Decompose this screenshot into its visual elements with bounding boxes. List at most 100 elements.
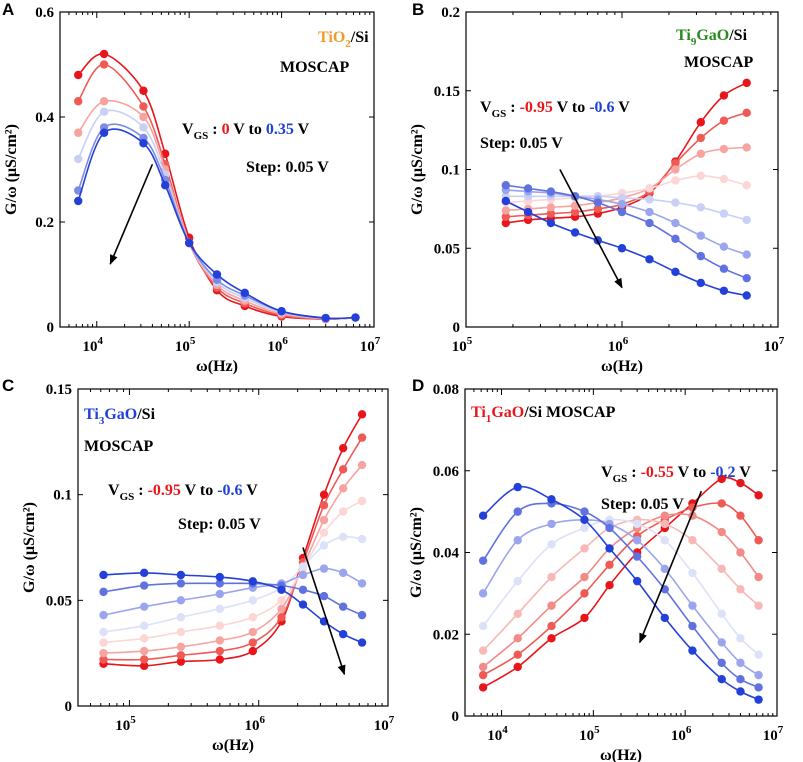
data-point xyxy=(593,204,603,214)
data-point xyxy=(671,218,680,228)
series-line xyxy=(103,414,363,667)
x-tick-label: 107 xyxy=(360,335,381,355)
data-point xyxy=(754,695,763,704)
data-point xyxy=(660,519,670,529)
data-point xyxy=(248,613,258,622)
data-point xyxy=(248,646,258,656)
step-label: Step: 0.05 V xyxy=(178,516,261,533)
data-point xyxy=(215,604,225,613)
data-point xyxy=(719,209,729,218)
data-point xyxy=(719,242,729,251)
y-tick-label: 0.4 xyxy=(35,110,54,126)
series--0.5V xyxy=(478,499,763,680)
data-point xyxy=(248,577,258,586)
series-line xyxy=(505,146,747,212)
series-line xyxy=(103,535,363,633)
data-point xyxy=(580,523,589,533)
data-point xyxy=(357,433,367,442)
y-tick-label: 0 xyxy=(47,320,55,336)
data-point xyxy=(617,199,627,209)
data-point xyxy=(321,313,330,323)
data-point xyxy=(338,507,348,516)
data-point xyxy=(736,675,745,684)
data-point xyxy=(99,587,108,597)
data-point xyxy=(523,184,533,193)
series-line xyxy=(103,572,363,644)
data-point xyxy=(688,646,697,655)
data-point xyxy=(547,601,556,610)
y-tick-label: 0 xyxy=(453,320,461,336)
data-point xyxy=(215,646,225,656)
y-tick-label: 0.15 xyxy=(46,382,72,398)
x-tick-label: 107 xyxy=(764,335,785,355)
data-point xyxy=(696,278,706,288)
data-point xyxy=(742,78,751,88)
x-axis-title: ω(Hz) xyxy=(600,747,642,762)
data-point xyxy=(215,589,225,599)
data-point xyxy=(645,207,654,217)
y-tick-label: 0.2 xyxy=(441,5,460,21)
data-point xyxy=(501,196,511,206)
data-point xyxy=(212,270,222,279)
data-point xyxy=(754,536,763,545)
data-point xyxy=(696,231,706,240)
data-point xyxy=(74,128,83,137)
series-line xyxy=(482,485,759,701)
step-label: Step: 0.05 V xyxy=(601,496,684,513)
data-point xyxy=(319,501,329,510)
data-point xyxy=(605,560,614,569)
device-label: MOSCAP xyxy=(684,54,754,71)
y-tick-label: 0.6 xyxy=(35,5,54,21)
series--0.95V xyxy=(99,410,367,671)
x-tick-label: 105 xyxy=(175,335,196,355)
data-point xyxy=(501,181,511,190)
y-axis-title: G/ω (μS/cm²) xyxy=(3,124,20,215)
data-point xyxy=(357,610,367,620)
material-label: Ti3GaO/Si xyxy=(84,406,156,427)
data-point xyxy=(660,536,670,545)
panel-letter: B xyxy=(412,0,425,19)
data-point xyxy=(99,60,109,69)
data-point xyxy=(688,621,697,631)
series--0.35V xyxy=(478,515,763,659)
data-point xyxy=(513,576,522,586)
data-point xyxy=(754,683,763,692)
x-tick-label: 105 xyxy=(579,724,600,744)
material-label: Ti1GaO/Si MOSCAP xyxy=(471,404,616,425)
data-point xyxy=(717,609,726,619)
panel-letter: D xyxy=(412,376,425,395)
data-point xyxy=(478,670,488,680)
data-point xyxy=(547,540,556,549)
data-point xyxy=(99,97,109,106)
data-point xyxy=(139,139,148,148)
data-point xyxy=(717,499,726,508)
data-point xyxy=(671,159,680,168)
data-point xyxy=(139,581,149,590)
data-point xyxy=(351,313,360,322)
data-point xyxy=(605,523,614,533)
vgs-label: VGS : -0.95 V to -0.6 V xyxy=(480,99,630,120)
data-point xyxy=(357,460,367,470)
data-point xyxy=(248,627,258,637)
data-point xyxy=(99,107,109,116)
y-tick-label: 0.2 xyxy=(35,215,54,231)
data-point xyxy=(717,564,726,574)
data-point xyxy=(357,496,367,506)
x-tick-label: 106 xyxy=(267,335,288,355)
data-point xyxy=(696,251,706,261)
data-point xyxy=(671,165,680,174)
data-point xyxy=(696,171,706,180)
data-point xyxy=(546,209,556,218)
data-point xyxy=(719,91,729,100)
data-point xyxy=(593,198,603,207)
data-point xyxy=(298,570,308,580)
data-point xyxy=(139,112,148,122)
data-point xyxy=(74,154,83,164)
data-point xyxy=(99,655,108,664)
data-point xyxy=(99,128,109,137)
data-point xyxy=(688,601,697,610)
data-point xyxy=(139,568,149,578)
data-point xyxy=(478,662,488,672)
series--0.65V xyxy=(501,181,751,283)
